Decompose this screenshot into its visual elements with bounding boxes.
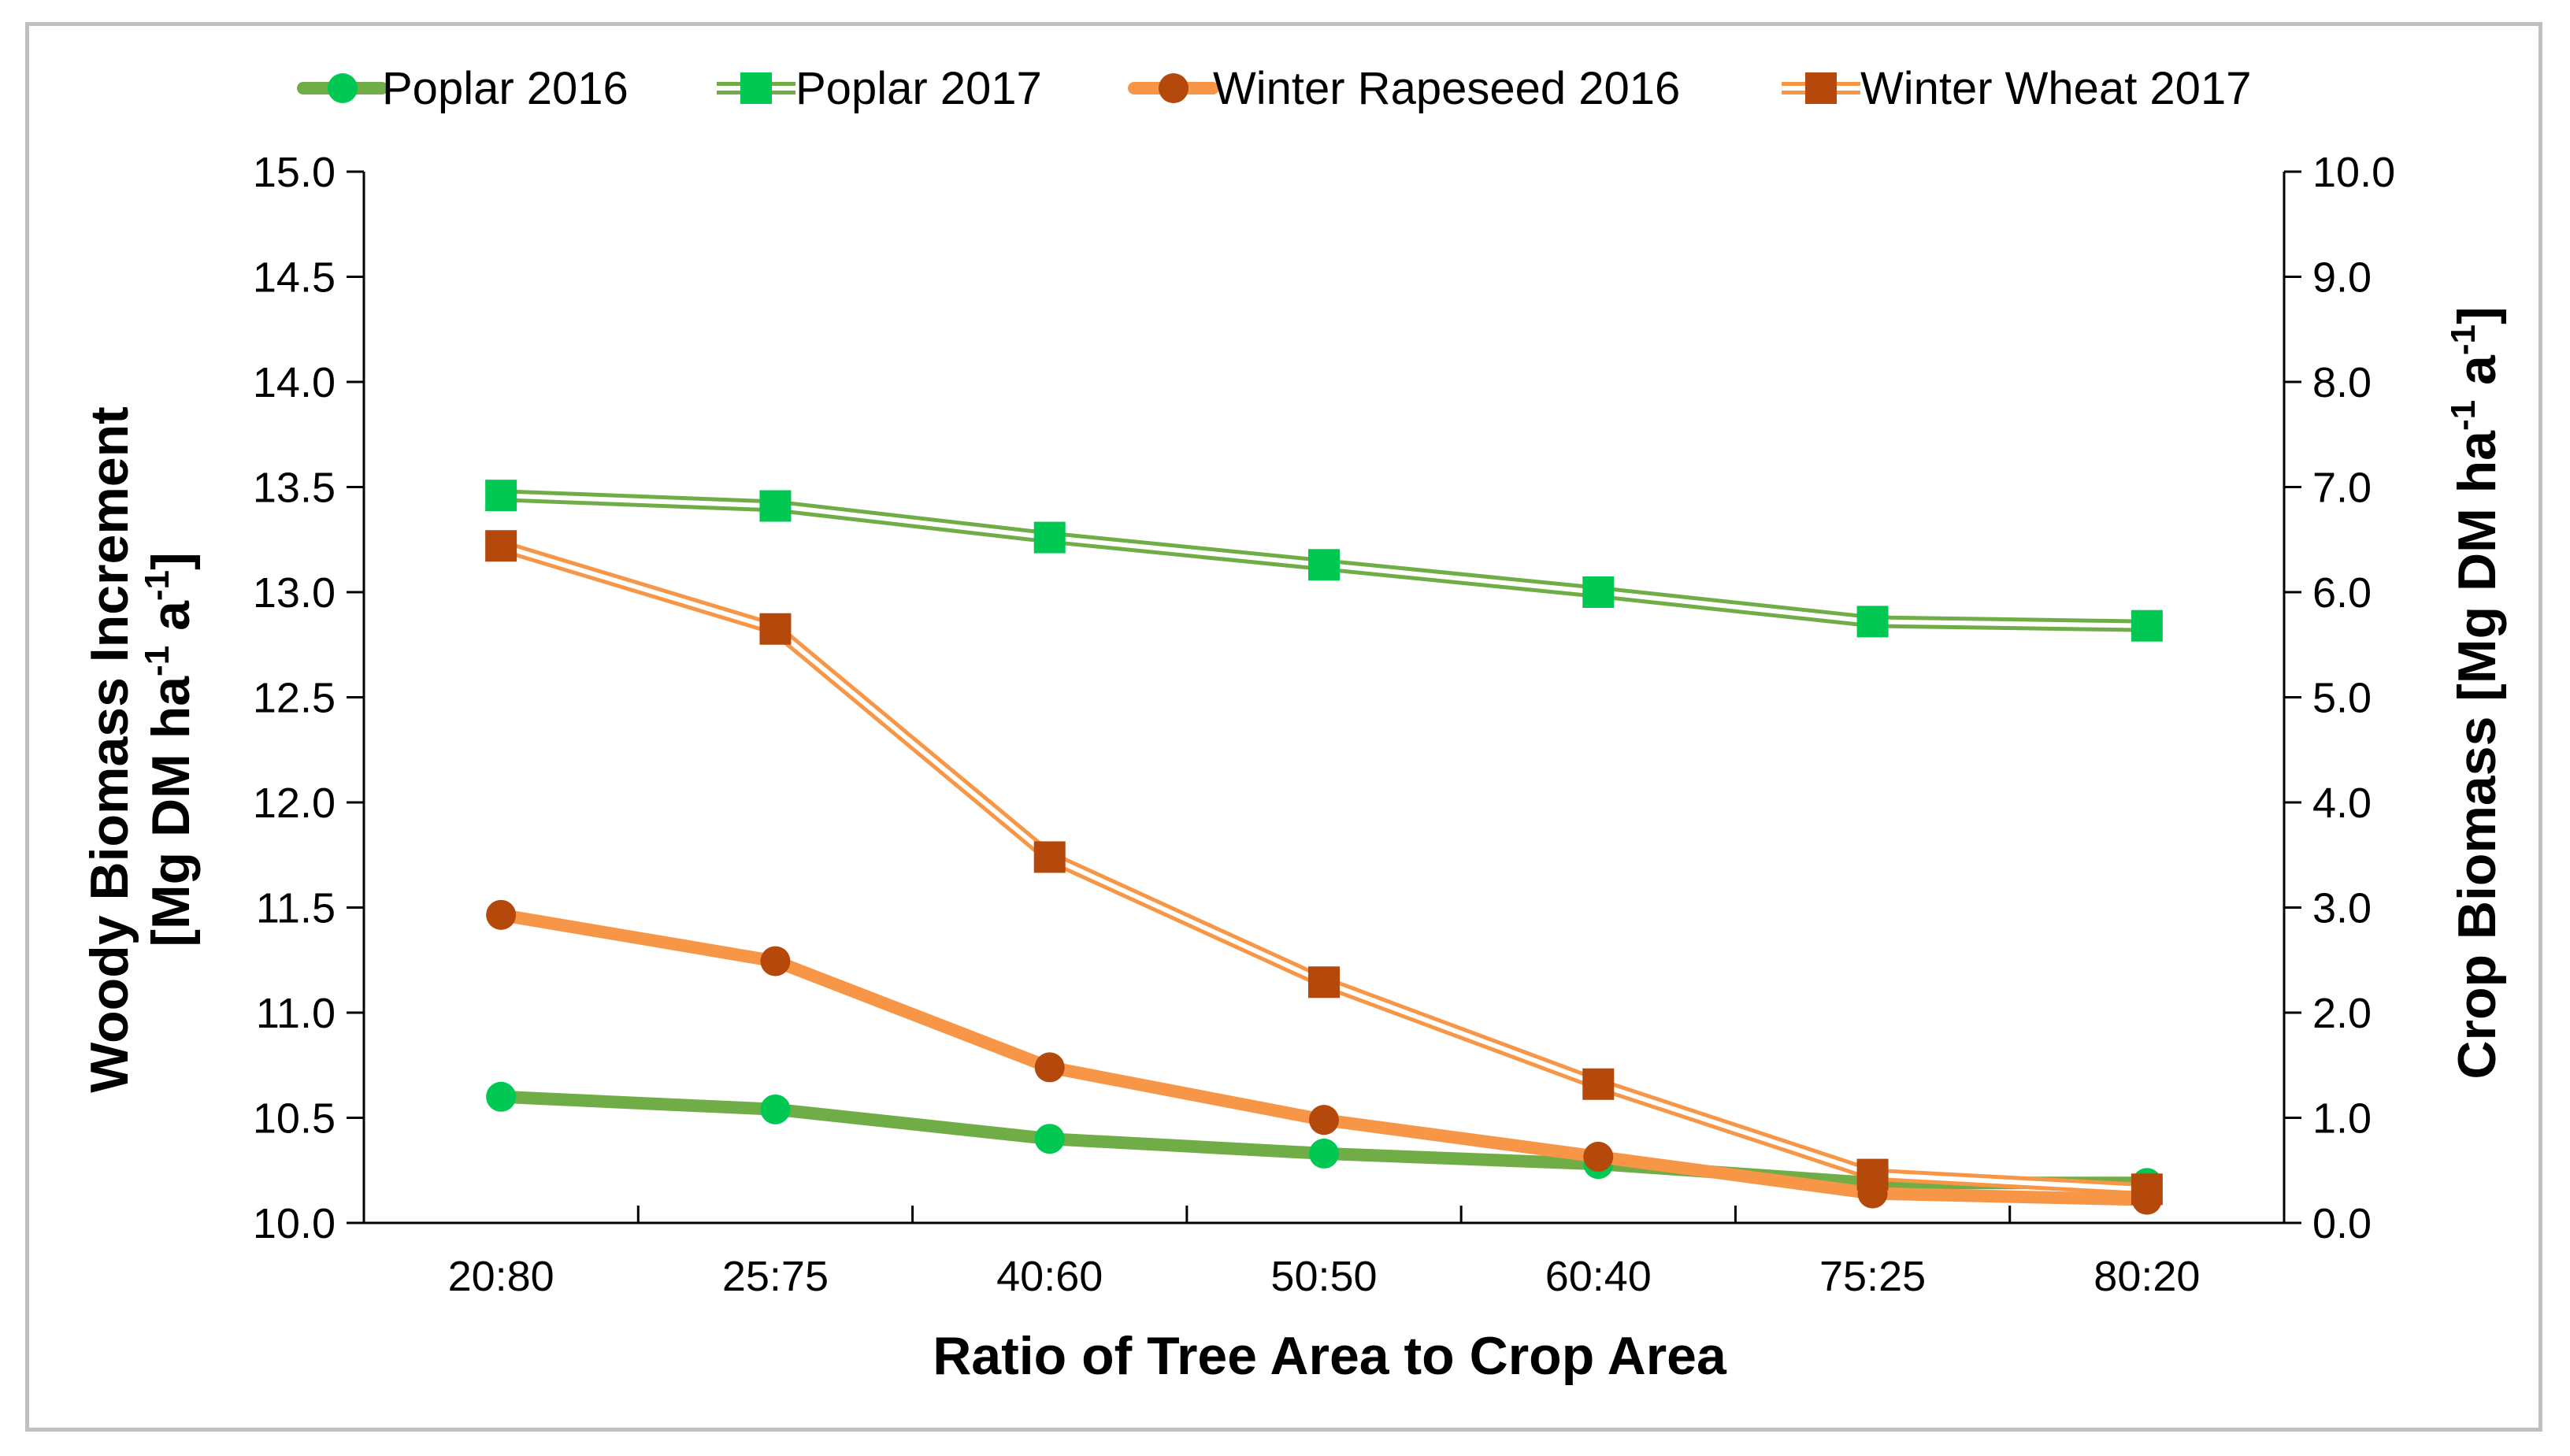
- series-winter-rapeseed-2016: [486, 899, 2162, 1215]
- y2-tick-label: 4.0: [2312, 780, 2372, 827]
- y-tick-label: 14.5: [253, 254, 336, 302]
- x-tick-label: 60:40: [1545, 1253, 1652, 1300]
- y2-tick-label: 6.0: [2312, 569, 2372, 617]
- y-tick-label: 13.5: [253, 465, 336, 512]
- y-tick-label: 12.0: [253, 780, 336, 827]
- y-tick-label: 10.5: [253, 1095, 336, 1143]
- winter-rapeseed-2016-point: [760, 946, 791, 976]
- right-y-axis: 0.0 1.0 2.0 3.0 4.0 5.0 6.0 7.0 8.0 9.0 10.0: [2284, 149, 2395, 1247]
- y2-tick-label: 1.0: [2312, 1095, 2372, 1143]
- y-axis-title-line2: [Mg DM ha-1 a-1]: [138, 552, 201, 947]
- series-layer: [485, 480, 2163, 1215]
- y-tick-label: 13.0: [253, 569, 336, 617]
- poplar-2017-point: [2131, 609, 2163, 642]
- y-axis-title: Woody Biomass Increment [Mg DM ha-1 a-1]: [80, 406, 201, 1093]
- legend-winter-wheat-2017-marker: [1805, 72, 1837, 104]
- series-winter-wheat-2017: [485, 530, 2163, 1206]
- legend: Poplar 2016 Poplar 2017 Winter Rapeseed 20…: [297, 63, 2251, 114]
- winter-wheat-2017-line-inner: [500, 543, 2148, 1192]
- y-tick-label: 11.5: [256, 885, 336, 932]
- plot-area: [362, 172, 2286, 1224]
- winter-wheat-2017-point: [1856, 1158, 1889, 1191]
- winter-wheat-2017-point: [2131, 1173, 2163, 1206]
- legend-item-poplar-2017: Poplar 2017: [717, 63, 1042, 114]
- legend-item-poplar-2016: Poplar 2016: [297, 63, 629, 114]
- y2-tick-label: 7.0: [2312, 465, 2372, 512]
- winter-rapeseed-2016-point: [1583, 1141, 1614, 1172]
- y2-tick-label: 10.0: [2312, 149, 2395, 196]
- legend-label: Poplar 2016: [382, 63, 629, 114]
- winter-wheat-2017-point: [759, 613, 792, 645]
- x-tick-label: 20:80: [448, 1253, 554, 1300]
- series-poplar-2017: [485, 480, 2163, 642]
- y2-tick-label: 5.0: [2312, 675, 2372, 722]
- x-tick-label: 40:60: [996, 1253, 1103, 1300]
- y2-tick-label: 3.0: [2312, 885, 2372, 932]
- y-tick-label: 11.0: [256, 990, 336, 1037]
- poplar-2017-point: [1033, 521, 1066, 554]
- y2-tick-label: 2.0: [2312, 990, 2372, 1037]
- left-y-axis: 10.0 10.5 11.0 11.5 12.0 12.5 13.0 13.5 14.0 14.5…: [253, 149, 364, 1247]
- x-tick-label: 50:50: [1270, 1253, 1377, 1300]
- poplar-2017-point: [759, 490, 792, 522]
- poplar-2016-point: [760, 1094, 791, 1124]
- y-tick-label: 10.0: [253, 1200, 336, 1247]
- svg-text:Crop Biomass [Mg DM ha-1 a-1]: Crop Biomass [Mg DM ha-1 a-1]: [2444, 306, 2507, 1079]
- y2-axis-title: Crop Biomass [Mg DM ha-1 a-1]: [2444, 306, 2507, 1079]
- poplar-2017-point: [1856, 606, 1889, 638]
- winter-rapeseed-2016-point: [1309, 1105, 1339, 1136]
- winter-wheat-2017-point: [1582, 1068, 1615, 1100]
- legend-label: Winter Wheat 2017: [1860, 63, 2251, 114]
- legend-winter-rapeseed-2016-marker: [1159, 73, 1189, 103]
- y2-tick-label: 0.0: [2312, 1200, 2372, 1247]
- y-axis-title-line1: Woody Biomass Increment: [80, 406, 139, 1093]
- poplar-2016-point: [1034, 1124, 1065, 1154]
- poplar-2017-point: [485, 480, 517, 512]
- y2-tick-label: 9.0: [2312, 254, 2372, 302]
- legend-label: Poplar 2017: [795, 63, 1042, 114]
- legend-poplar-2016-marker: [328, 73, 358, 103]
- winter-wheat-2017-point: [1308, 966, 1340, 998]
- winter-rapeseed-2016-point: [486, 899, 517, 930]
- poplar-2016-point: [1309, 1138, 1339, 1169]
- y-tick-label: 15.0: [253, 149, 336, 196]
- legend-poplar-2017-marker: [740, 72, 772, 104]
- winter-wheat-2017-point: [485, 530, 517, 562]
- legend-label: Winter Rapeseed 2016: [1213, 63, 1680, 114]
- legend-item-winter-rapeseed-2016: Winter Rapeseed 2016: [1128, 63, 1680, 114]
- poplar-2016-point: [486, 1081, 517, 1112]
- y2-tick-label: 8.0: [2312, 359, 2372, 406]
- poplar-2017-point: [1582, 576, 1615, 608]
- x-axis: 20:80 25:75 40:60 50:50 60:40 75:25 80:20: [362, 1206, 2286, 1300]
- y-tick-label: 14.0: [253, 359, 336, 406]
- winter-wheat-2017-point: [1033, 841, 1066, 873]
- poplar-2017-point: [1308, 549, 1340, 581]
- x-tick-label: 25:75: [722, 1253, 829, 1300]
- legend-item-winter-wheat-2017: Winter Wheat 2017: [1782, 63, 2251, 114]
- x-axis-title: Ratio of Tree Area to Crop Area: [933, 1326, 1727, 1386]
- winter-wheat-2017-line-outer: [499, 539, 2148, 1196]
- x-tick-label: 80:20: [2093, 1253, 2200, 1300]
- y-tick-label: 12.5: [253, 675, 336, 722]
- winter-rapeseed-2016-point: [1034, 1052, 1065, 1083]
- x-tick-label: 75:25: [1819, 1253, 1926, 1300]
